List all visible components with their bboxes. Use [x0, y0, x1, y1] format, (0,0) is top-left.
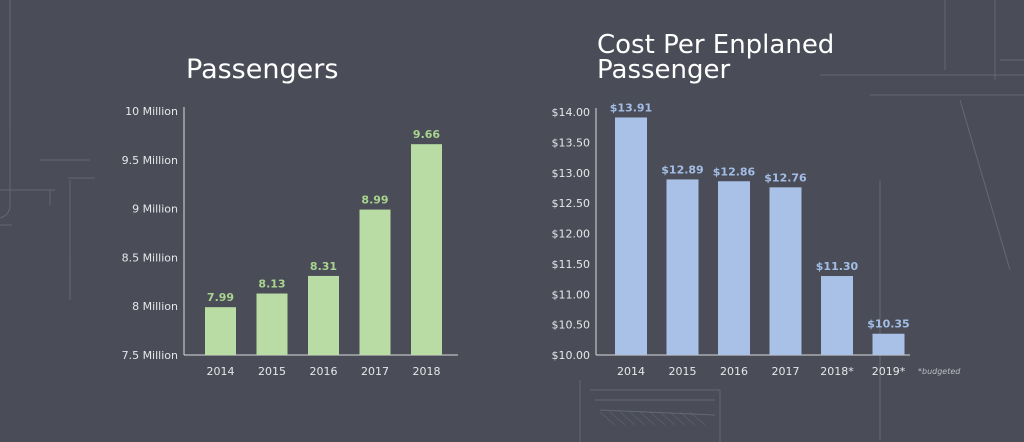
- passengers-x-tick-label: 2014: [207, 365, 235, 378]
- cost-bar: [615, 117, 647, 355]
- cost-bar: [666, 179, 699, 355]
- cost-bar: [718, 181, 750, 355]
- budgeted-footnote: *budgeted: [918, 367, 961, 376]
- cost-bar-value-label: $12.76: [764, 171, 807, 184]
- passengers-x-tick-label: 2016: [310, 365, 338, 378]
- passengers-y-tick-label: 9 Million: [132, 203, 178, 216]
- cost-chart-title: Cost Per Enplaned Passenger: [597, 30, 835, 85]
- passengers-bar-value-label: 8.31: [310, 260, 337, 273]
- cost-bar: [872, 333, 905, 355]
- passengers-y-tick-label: 10 Million: [125, 105, 178, 118]
- passengers-bar: [411, 144, 442, 355]
- passengers-bar-value-label: 8.13: [258, 278, 285, 291]
- cost-y-tick-label: $10.00: [552, 349, 591, 362]
- cost-y-tick-label: $11.00: [552, 288, 591, 301]
- cost-y-tick-label: $10.50: [552, 319, 591, 332]
- passengers-y-tick-label: 7.5 Million: [122, 349, 178, 362]
- cost-bar-value-label: $13.91: [610, 101, 652, 114]
- passengers-bar: [308, 275, 339, 355]
- cost-bar-value-label: $11.30: [816, 260, 859, 273]
- passengers-bar-value-label: 8.99: [361, 194, 388, 207]
- passengers-bar: [205, 307, 236, 355]
- passengers-chart-title: Passengers: [186, 54, 339, 85]
- cost-y-tick-label: $13.00: [552, 167, 591, 180]
- cost-x-tick-label: 2017: [772, 365, 800, 378]
- cost-y-tick-label: $12.50: [552, 197, 591, 210]
- cost-bar-value-label: $12.86: [713, 165, 756, 178]
- cost-x-tick-label: 2019*: [872, 365, 906, 378]
- cost-bar: [769, 187, 802, 355]
- cost-y-tick-label: $14.00: [552, 106, 591, 119]
- cost-bar: [821, 276, 853, 355]
- passengers-bar: [359, 209, 391, 355]
- cost-x-tick-label: 2015: [669, 365, 697, 378]
- passengers-y-tick-label: 9.5 Million: [122, 154, 178, 167]
- cost-x-tick-label: 2018*: [820, 365, 854, 378]
- cost-x-tick-label: 2016: [720, 365, 748, 378]
- passengers-bar-value-label: 7.99: [207, 291, 234, 304]
- cost-x-tick-label: 2014: [617, 365, 645, 378]
- passengers-y-tick-label: 8 Million: [132, 300, 178, 313]
- cost-y-tick-label: $11.50: [552, 258, 591, 271]
- passengers-x-tick-label: 2015: [258, 365, 286, 378]
- cost-y-tick-label: $13.50: [552, 136, 591, 149]
- passengers-x-tick-label: 2017: [361, 365, 389, 378]
- passengers-bar: [256, 293, 288, 355]
- passengers-y-tick-label: 8.5 Million: [122, 251, 178, 264]
- cost-bar-value-label: $12.89: [661, 163, 703, 176]
- passengers-x-tick-label: 2018: [413, 365, 441, 378]
- passengers-bar-value-label: 9.66: [413, 128, 440, 141]
- cost-y-tick-label: $12.00: [552, 228, 591, 241]
- cost-bar-value-label: $10.35: [867, 318, 909, 331]
